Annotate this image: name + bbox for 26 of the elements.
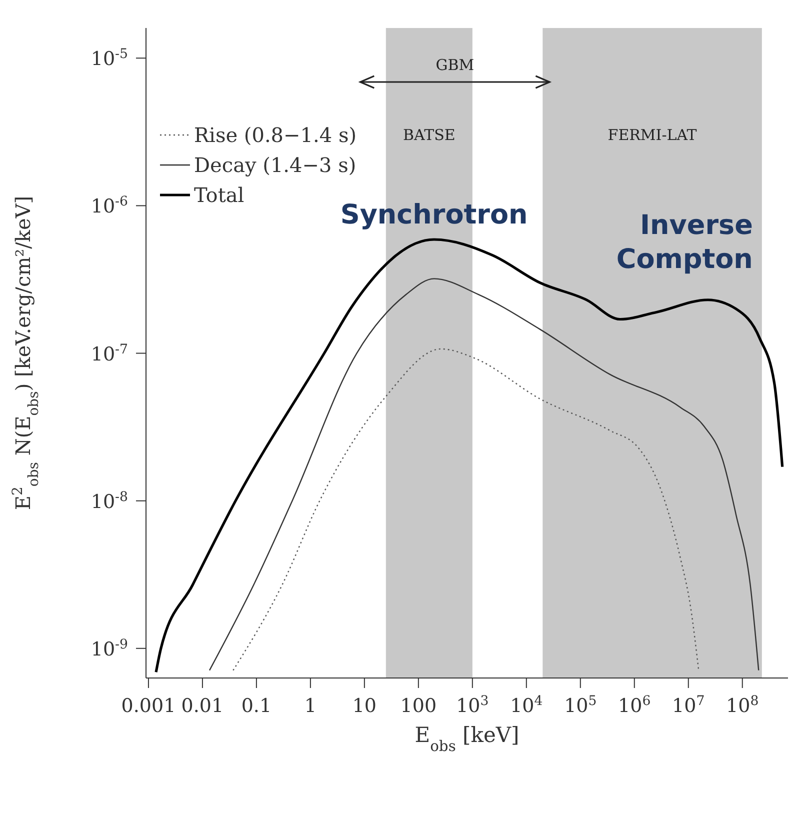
x-tick-label: 1 xyxy=(304,695,316,717)
x-axis-title: E$_{obs}$ [keV] xyxy=(414,723,520,754)
y-tick-label: 10$^{-6}$ xyxy=(90,194,128,218)
band-label: FERMI-LAT xyxy=(608,126,697,144)
y-tick-label: 10$^{-9}$ xyxy=(90,636,128,660)
x-tick-label: 100 xyxy=(400,695,437,717)
x-tick-label: 0.001 xyxy=(121,695,176,717)
x-tick-label: 10$^{7}$ xyxy=(672,694,705,717)
legend-label: Rise (0.8−1.4 s) xyxy=(194,123,357,147)
annotation: GBM xyxy=(436,56,474,74)
x-tick-label: 10$^{6}$ xyxy=(618,694,651,717)
annotation: Inverse Compton xyxy=(616,210,753,275)
x-tick-label: 0.01 xyxy=(181,695,224,717)
y-tick-label: 10$^{-7}$ xyxy=(90,342,128,366)
x-tick-label: 10 xyxy=(352,695,377,717)
y-tick-label: 10$^{-8}$ xyxy=(90,489,128,513)
legend-label: Decay (1.4−3 s) xyxy=(194,153,356,177)
x-tick-label: 10$^{4}$ xyxy=(510,694,543,717)
x-tick-label: 10$^{3}$ xyxy=(456,694,489,717)
y-tick-label: 10$^{-5}$ xyxy=(90,46,128,70)
x-tick-label: 10$^{8}$ xyxy=(726,694,759,717)
legend-label: Total xyxy=(194,183,244,207)
band-label: BATSE xyxy=(403,126,456,144)
x-tick-label: 0.1 xyxy=(241,695,272,717)
annotation: Synchrotron xyxy=(340,200,528,231)
x-tick-label: 10$^{5}$ xyxy=(564,694,597,717)
